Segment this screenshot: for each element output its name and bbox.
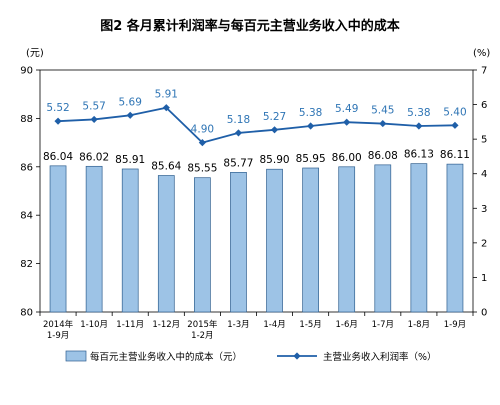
bar-value-label: 86.00 (332, 152, 362, 164)
right-tick-label: 3 (481, 204, 487, 215)
bar (374, 164, 392, 313)
bar (230, 172, 247, 313)
line-point (343, 118, 351, 126)
bar-value-label: 86.11 (440, 149, 470, 161)
line-point (126, 111, 134, 119)
bar (302, 167, 319, 313)
line-point (415, 122, 423, 130)
x-tick-label: 1-3月 (227, 320, 249, 330)
left-axis-unit: (元) (26, 48, 44, 59)
right-tick-label: 5 (481, 135, 487, 146)
x-tick-label: 1-6月 (336, 320, 358, 330)
line-value-label: 5.38 (407, 107, 430, 119)
x-tick-label: 2014年 (43, 319, 74, 330)
x-tick-label: 1-4月 (263, 320, 285, 330)
legend-bar-swatch (65, 350, 87, 362)
line-point (234, 129, 243, 137)
line-value-label: 5.45 (371, 105, 394, 117)
line-value-label: 5.91 (155, 89, 178, 101)
left-tick-label: 82 (20, 259, 33, 270)
bar-value-label: 86.08 (368, 150, 398, 162)
bar-value-label: 85.91 (115, 154, 145, 166)
line-value-label: 4.90 (191, 124, 214, 136)
left-tick-label: 88 (20, 114, 33, 125)
bar (157, 175, 175, 313)
legend-bar-label: 每百元主营业务收入中的成本（元） (90, 351, 242, 363)
bar (85, 165, 103, 313)
bar-value-label: 85.77 (223, 157, 253, 169)
bar (194, 177, 211, 313)
chart-title: 图2 各月累计利润率与每百元主营业务收入中的成本 (100, 18, 400, 34)
bar (446, 163, 464, 313)
x-tick-label: 1-12月 (152, 320, 180, 330)
bar-value-label: 86.04 (43, 151, 73, 163)
x-tick-label: 1-5月 (299, 320, 321, 330)
line-value-label: 5.18 (227, 114, 250, 126)
bar-value-label: 86.02 (79, 151, 109, 163)
legend-line-marker (293, 352, 301, 360)
line-point (198, 139, 206, 147)
left-tick-label: 80 (20, 308, 33, 319)
legend-line-label: 主营业务收入利润率（%） (323, 351, 437, 363)
bar-value-label: 85.90 (260, 154, 290, 166)
legend: 每百元主营业务收入中的成本（元） 主营业务收入利润率（%） (65, 350, 437, 363)
plot-area: 80 82 84 86 88 90 0 1 2 3 4 5 6 7 86.04 86.02 85.91 85.64… (20, 66, 487, 342)
line-point (162, 104, 170, 112)
right-tick-label: 6 (481, 100, 487, 111)
line-series (57, 106, 455, 144)
x-tick-label: 1-10月 (80, 320, 108, 330)
line-value-label: 5.49 (335, 103, 358, 115)
x-tick-label: 1-9月 (444, 320, 466, 330)
bar (121, 168, 139, 313)
bar (49, 165, 67, 313)
x-tick-label: 1-2月 (191, 331, 213, 341)
right-axis-unit: (%) (473, 48, 490, 59)
line-value-label: 5.69 (119, 96, 142, 108)
bar (266, 168, 283, 313)
line-point (54, 117, 62, 125)
bar (410, 163, 428, 313)
line-value-label: 5.40 (443, 106, 466, 118)
line-value-label: 5.57 (82, 100, 105, 112)
bar-value-label: 85.64 (151, 161, 181, 173)
x-tick-label: 1-7月 (372, 320, 394, 330)
line-point (307, 122, 315, 130)
line-point (270, 126, 279, 134)
line-point (90, 115, 98, 124)
bar (338, 166, 356, 313)
line-point (451, 121, 459, 129)
left-tick-label: 90 (20, 66, 33, 77)
bar-value-label: 85.95 (296, 153, 326, 165)
line-value-label: 5.38 (299, 107, 322, 119)
line-point (379, 119, 387, 128)
bar-value-label: 85.55 (187, 163, 217, 175)
left-tick-label: 84 (20, 211, 33, 222)
right-tick-label: 7 (481, 66, 487, 77)
line-value-label: 5.52 (46, 102, 69, 114)
right-tick-label: 2 (481, 238, 487, 249)
x-tick-label: 1-9月 (47, 331, 69, 341)
x-tick-label: 1-8月 (408, 320, 430, 330)
bar-value-label: 86.13 (404, 149, 434, 161)
line-value-label: 5.27 (263, 111, 286, 123)
right-tick-label: 0 (481, 308, 487, 319)
right-tick-label: 4 (481, 169, 487, 180)
x-tick-label: 2015年 (187, 319, 218, 330)
right-tick-label: 1 (481, 273, 487, 284)
left-tick-label: 86 (20, 162, 33, 173)
x-tick-label: 1-11月 (116, 320, 144, 330)
